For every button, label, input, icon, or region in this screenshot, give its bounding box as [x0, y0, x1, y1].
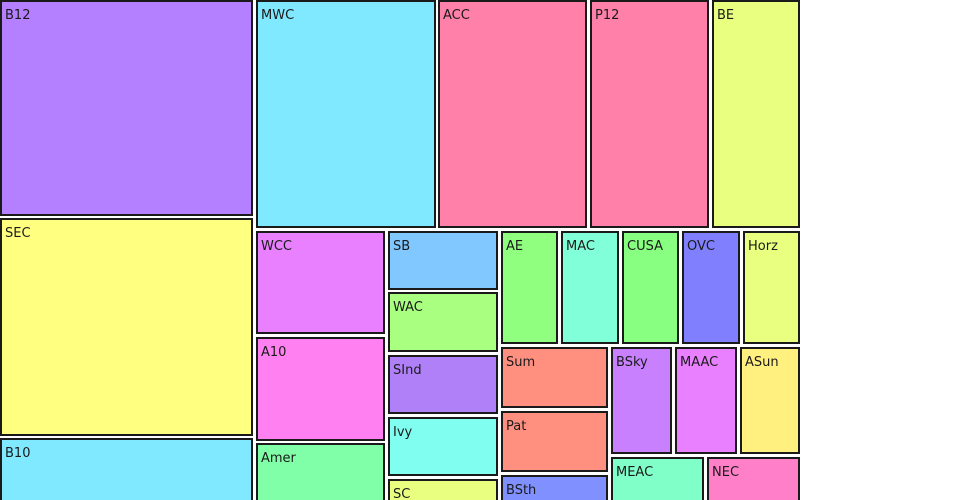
treemap-rect[interactable]	[611, 457, 704, 500]
treemap-rect[interactable]	[388, 417, 498, 476]
treemap-label: NEC	[712, 465, 739, 480]
treemap-label: Horz	[748, 239, 778, 254]
treemap-rect[interactable]	[682, 231, 740, 344]
treemap-label: SEC	[5, 226, 31, 241]
treemap-label: MWC	[261, 8, 294, 23]
treemap-rect[interactable]	[438, 0, 587, 228]
treemap-cell-ae[interactable]: AE	[501, 231, 558, 344]
treemap-cell-a10[interactable]: A10	[256, 337, 385, 441]
treemap-rect[interactable]	[256, 337, 385, 441]
treemap-rect[interactable]	[501, 231, 558, 344]
treemap-rect[interactable]	[743, 231, 800, 344]
treemap-label: ASun	[745, 355, 779, 370]
treemap-label: SInd	[393, 363, 422, 378]
treemap-label: BSth	[506, 483, 536, 498]
treemap-cell-horz[interactable]: Horz	[743, 231, 800, 344]
treemap-label: Amer	[261, 451, 297, 466]
treemap-cell-sb[interactable]: SB	[388, 231, 498, 290]
treemap-label: BE	[717, 8, 734, 23]
treemap-cell-sum[interactable]: Sum	[501, 347, 608, 408]
treemap-cell-be[interactable]: BE	[712, 0, 800, 228]
treemap-rect[interactable]	[740, 347, 800, 454]
treemap-cell-b10[interactable]: B10	[0, 438, 253, 500]
treemap-label: OVC	[687, 239, 715, 254]
treemap-rect[interactable]	[611, 347, 672, 454]
treemap-cell-mac[interactable]: MAC	[561, 231, 619, 344]
treemap-cell-b12[interactable]: B12	[0, 0, 253, 216]
treemap-cell-p12[interactable]: P12	[590, 0, 709, 228]
treemap-cell-wcc[interactable]: WCC	[256, 231, 385, 334]
treemap-label: B10	[5, 446, 30, 461]
treemap-cell-cusa[interactable]: CUSA	[622, 231, 679, 344]
treemap-cell-amer[interactable]: Amer	[256, 443, 385, 500]
treemap-rect[interactable]	[561, 231, 619, 344]
treemap-cell-pat[interactable]: Pat	[501, 411, 608, 472]
treemap-label: P12	[595, 8, 619, 23]
treemap-cell-ovc[interactable]: OVC	[682, 231, 740, 344]
treemap-label: Pat	[506, 419, 526, 434]
treemap-label: MEAC	[616, 465, 653, 480]
treemap-rect[interactable]	[590, 0, 709, 228]
treemap-rect[interactable]	[501, 347, 608, 408]
treemap-label: A10	[261, 345, 286, 360]
treemap-rect[interactable]	[388, 292, 498, 352]
treemap-rect[interactable]	[388, 355, 498, 414]
treemap-rect[interactable]	[675, 347, 737, 454]
treemap-rect[interactable]	[712, 0, 800, 228]
treemap-cell-asun[interactable]: ASun	[740, 347, 800, 454]
treemap-rect[interactable]	[256, 231, 385, 334]
treemap-rect[interactable]	[256, 0, 436, 228]
treemap-cell-sc[interactable]: SC	[388, 479, 498, 500]
treemap-rect[interactable]	[622, 231, 679, 344]
treemap-rect[interactable]	[501, 475, 608, 500]
treemap-rect[interactable]	[0, 438, 253, 500]
treemap-cell-sind[interactable]: SInd	[388, 355, 498, 414]
treemap-cell-sec[interactable]: SEC	[0, 218, 253, 436]
treemap-rect[interactable]	[707, 457, 800, 500]
treemap-label: SC	[393, 487, 410, 500]
treemap-label: BSky	[616, 355, 648, 370]
treemap-label: WCC	[261, 239, 292, 254]
treemap-label: CUSA	[627, 239, 663, 254]
treemap-cell-nec[interactable]: NEC	[707, 457, 800, 500]
treemap-label: Sum	[506, 355, 535, 370]
treemap-cell-meac[interactable]: MEAC	[611, 457, 704, 500]
treemap-cell-ivy[interactable]: Ivy	[388, 417, 498, 476]
treemap-label: B12	[5, 8, 30, 23]
treemap-label: AE	[506, 239, 523, 254]
treemap-cell-acc[interactable]: ACC	[438, 0, 587, 228]
treemap-cell-bsky[interactable]: BSky	[611, 347, 672, 454]
treemap-rect[interactable]	[0, 0, 253, 216]
treemap-rect[interactable]	[0, 218, 253, 436]
treemap-label: WAC	[393, 300, 423, 315]
treemap-rect[interactable]	[388, 231, 498, 290]
treemap-rect[interactable]	[256, 443, 385, 500]
treemap-label: MAAC	[680, 355, 718, 370]
treemap-label: MAC	[566, 239, 595, 254]
treemap-rect[interactable]	[501, 411, 608, 472]
treemap-cell-maac[interactable]: MAAC	[675, 347, 737, 454]
treemap-label: ACC	[443, 8, 470, 23]
treemap-cell-wac[interactable]: WAC	[388, 292, 498, 352]
treemap-label: Ivy	[393, 425, 413, 440]
treemap-cell-mwc[interactable]: MWC	[256, 0, 436, 228]
treemap-cell-bsth[interactable]: BSth	[501, 475, 608, 500]
treemap-label: SB	[393, 239, 410, 254]
treemap-rect[interactable]	[388, 479, 498, 500]
